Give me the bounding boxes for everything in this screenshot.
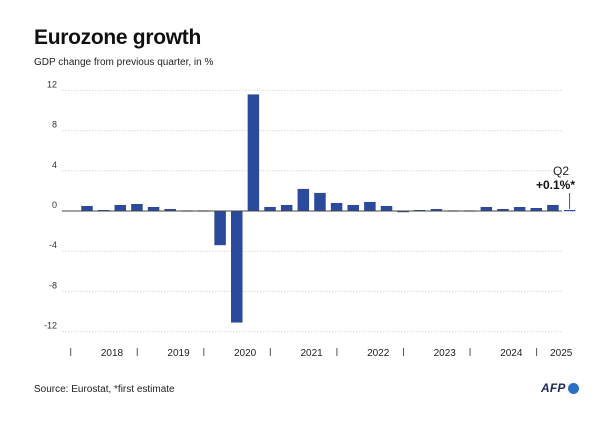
- logo-dot-icon: [567, 382, 579, 394]
- x-tick-label: 2024: [500, 348, 523, 359]
- bar: [397, 211, 409, 213]
- bar: [513, 206, 526, 211]
- y-tick-label: 12: [47, 79, 57, 89]
- annotation-value: +0.1%*: [536, 178, 575, 192]
- bar: [214, 211, 226, 246]
- y-tick-label: -12: [44, 321, 57, 331]
- bar: [264, 206, 276, 211]
- y-tick-label: -4: [49, 240, 57, 250]
- gridlines: [62, 89, 562, 333]
- bar: [297, 188, 310, 211]
- source-note: Source: Eurostat, *first estimate: [34, 384, 175, 395]
- x-tick-label: 2025: [550, 348, 573, 359]
- bar: [247, 94, 260, 211]
- y-tick-label: 0: [52, 200, 57, 210]
- bar: [497, 208, 509, 211]
- x-tick-label: 2020: [234, 348, 257, 359]
- x-tick-label: 2019: [167, 348, 190, 359]
- y-tick-label: -8: [49, 280, 57, 290]
- logo-text: AFP: [541, 381, 566, 395]
- x-axis: 2018 2019 2020 2021 2022 2023 2024 2025: [70, 348, 573, 359]
- bar: [330, 202, 343, 211]
- bar: [164, 208, 176, 211]
- bar: [380, 205, 393, 211]
- bar: [114, 204, 127, 211]
- bar: [131, 203, 143, 211]
- y-tick-label: 8: [52, 120, 57, 130]
- bar: [314, 192, 326, 211]
- bar: [364, 201, 376, 211]
- annotation-quarter: Q2: [553, 164, 569, 178]
- bar: [147, 206, 160, 211]
- bar: [231, 211, 243, 323]
- bars: [81, 94, 576, 323]
- x-tick-label: 2023: [434, 348, 457, 359]
- afp-logo: AFP: [541, 381, 579, 395]
- chart-subtitle: GDP change from previous quarter, in %: [34, 57, 214, 68]
- bar: [530, 207, 543, 211]
- bar: [81, 205, 93, 211]
- bar: [347, 204, 359, 211]
- y-axis-labels: -12 -8 -4 0 4 8 12: [44, 79, 57, 330]
- bar: [547, 204, 559, 211]
- chart-title: Eurozone growth: [34, 26, 201, 49]
- x-tick-label: 2018: [101, 348, 124, 359]
- x-tick-label: 2022: [367, 348, 390, 359]
- x-tick-label: 2021: [301, 348, 324, 359]
- bar: [430, 208, 443, 211]
- y-tick-label: 4: [52, 160, 57, 170]
- bar: [480, 206, 493, 211]
- annotation: Q2 +0.1%*: [536, 164, 575, 209]
- bar: [280, 204, 293, 211]
- bar: [563, 210, 576, 212]
